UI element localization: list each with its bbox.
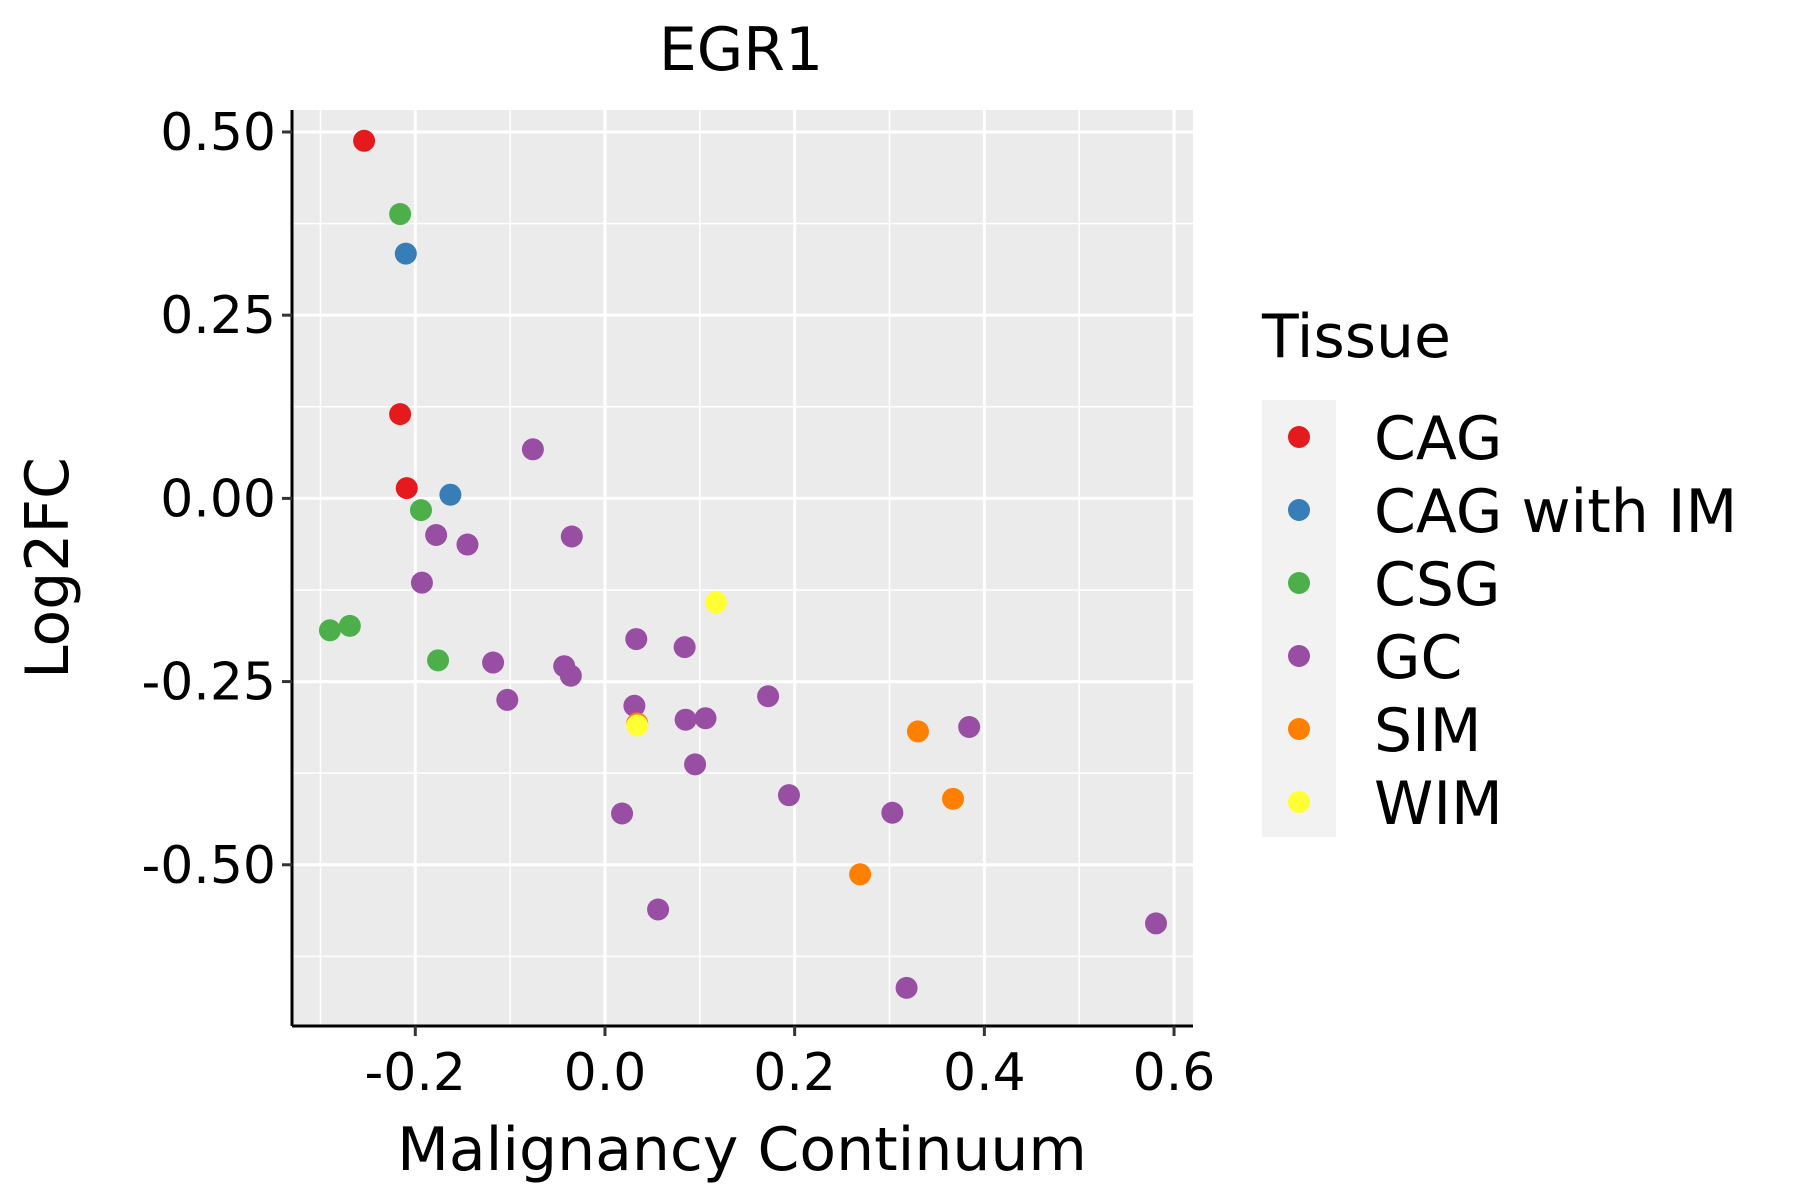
point-gc <box>958 716 981 739</box>
point-gc <box>673 636 696 659</box>
point-gc <box>482 651 505 674</box>
point-gc <box>777 784 800 807</box>
legend-key-csg <box>1288 572 1310 594</box>
point-csg <box>338 614 361 637</box>
point-sim <box>849 863 872 886</box>
point-csg <box>389 203 412 226</box>
legend-label: WIM <box>1374 769 1503 839</box>
point-cag <box>353 129 376 152</box>
point-gc <box>757 685 780 708</box>
y-tick-label: 0.25 <box>160 286 276 346</box>
point-gc <box>456 533 479 556</box>
point-gc <box>625 628 648 651</box>
x-tick-label: 0.4 <box>943 1043 1026 1103</box>
point-wim <box>704 591 727 614</box>
y-tick-label: -0.50 <box>141 836 276 896</box>
legend-label: GC <box>1374 623 1462 693</box>
grid-major <box>292 110 1193 1026</box>
legend-key-cag <box>1288 426 1310 448</box>
x-tick-label: 0.2 <box>753 1043 836 1103</box>
point-wim <box>626 714 649 737</box>
point-gc <box>425 524 448 547</box>
point-gc <box>674 708 697 731</box>
plot-panel <box>292 110 1193 1026</box>
legend-label: SIM <box>1374 696 1482 766</box>
x-tick-label: 0.6 <box>1133 1043 1216 1103</box>
point-gc <box>611 802 634 825</box>
point-cag-with-im <box>394 242 417 265</box>
y-tick-label: 0.50 <box>160 103 276 163</box>
point-gc <box>647 898 670 921</box>
point-csg <box>318 619 341 642</box>
y-tick-label: 0.00 <box>160 469 276 529</box>
x-axis-title: Malignancy Continuum <box>397 1115 1087 1185</box>
y-tick-label: -0.25 <box>141 653 276 713</box>
point-sim <box>942 787 965 810</box>
legend-key-gc <box>1288 645 1310 667</box>
legend-key-sim <box>1288 718 1310 740</box>
grid-minor <box>292 110 1193 1026</box>
legend-label: CSG <box>1374 550 1500 620</box>
point-cag <box>389 403 412 426</box>
x-tick-label: 0.0 <box>564 1043 647 1103</box>
y-axis-ticks: -0.50 -0.25 0.00 0.25 0.50 <box>141 103 292 896</box>
point-gc <box>694 707 717 730</box>
legend-key-cag-with-im <box>1288 499 1310 521</box>
point-gc <box>559 664 582 687</box>
point-cag-with-im <box>439 483 462 506</box>
point-gc <box>410 571 433 594</box>
legend-key-background <box>1262 400 1336 837</box>
x-tick-label: -0.2 <box>365 1043 466 1103</box>
legend-title: Tissue <box>1261 302 1451 372</box>
legend-label: CAG with IM <box>1374 477 1737 547</box>
point-gc <box>881 801 904 824</box>
point-gc <box>496 688 519 711</box>
legend-label: CAG <box>1374 404 1502 474</box>
chart-title: EGR1 <box>659 15 823 85</box>
point-gc <box>560 525 583 548</box>
point-gc <box>521 438 544 461</box>
point-csg <box>409 499 432 522</box>
point-csg <box>427 649 450 672</box>
point-gc <box>895 976 918 999</box>
point-cag <box>395 477 418 500</box>
point-gc <box>1145 912 1168 935</box>
point-sim <box>906 720 929 743</box>
point-gc <box>623 694 646 717</box>
y-axis-title: Log2FC <box>13 457 83 679</box>
data-points <box>318 129 1168 999</box>
x-axis-ticks: -0.2 0.0 0.2 0.4 0.6 <box>365 1026 1216 1103</box>
point-gc <box>684 753 707 776</box>
legend-key-wim <box>1288 791 1310 813</box>
